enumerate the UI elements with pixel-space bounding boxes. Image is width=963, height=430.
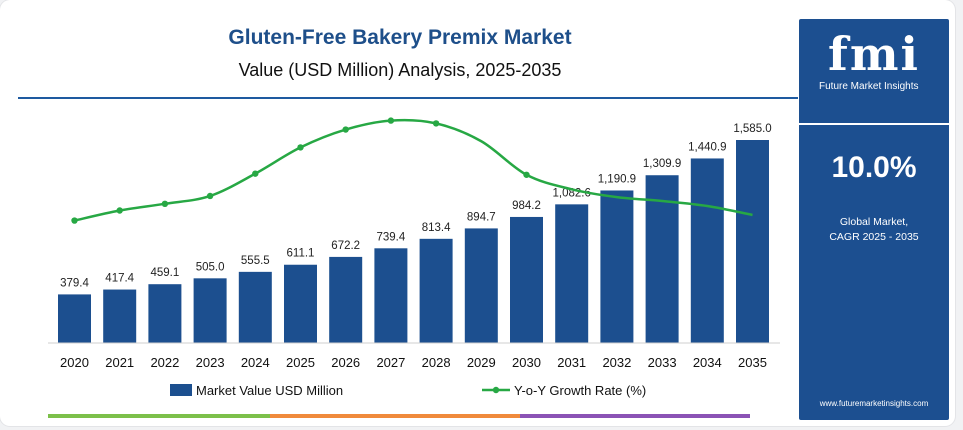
bar [600,190,634,343]
x-tick-label: 2021 [105,355,134,370]
bar [238,271,272,343]
x-tick-label: 2026 [331,355,360,370]
data-label: 1,190.9 [598,173,636,185]
data-label: 984.2 [512,200,541,212]
x-tick-label: 2020 [60,355,89,370]
logo-caption: Future Market Insights [819,81,919,92]
x-tick-label: 2023 [196,355,225,370]
x-tick-label: 2034 [693,355,722,370]
data-label: 555.5 [241,255,270,267]
growth-point [161,200,169,207]
bar [284,264,317,343]
legend-label-line: Y-o-Y Growth Rate (%) [514,383,646,398]
x-tick-label: 2032 [602,355,631,370]
x-tick-label: 2033 [648,355,677,370]
growth-point [116,207,123,214]
bar [419,238,453,343]
growth-point [297,144,304,151]
cagr-caption-line1: Global Market, [839,216,909,228]
x-tick-label: 2031 [557,355,586,370]
sidebar-divider [799,123,949,125]
growth-point [252,170,259,177]
growth-line [74,118,753,222]
data-label: 813.4 [422,222,451,234]
chart-title: Gluten-Free Bakery Premix Market [228,26,572,49]
x-tick-label: 2028 [422,355,451,370]
data-label: 379.4 [60,277,89,289]
footer-stripe-orange [270,414,520,418]
bar [329,256,363,343]
data-label: 894.7 [467,211,496,223]
cagr-caption: Global Market, CAGR 2025 - 2035 [799,215,949,245]
growth-point [387,117,395,124]
growth-point [206,192,214,200]
x-tick-label: 2035 [738,355,767,370]
bar [464,228,498,343]
cagr-value: 10.0% [831,151,917,184]
x-tick-label: 2024 [241,355,270,370]
bar [374,248,408,343]
growth-point [342,126,349,133]
legend-swatch-point [492,386,500,394]
data-label: 459.1 [151,267,180,279]
x-tick-label: 2030 [512,355,541,370]
x-tick-label: 2029 [467,355,496,370]
growth-point [432,120,440,127]
cagr-caption-line2: CAGR 2025 - 2035 [829,231,919,243]
bar [736,140,769,343]
legend-swatch-bars [170,384,192,396]
data-label: 739.4 [377,231,406,243]
data-label: 417.4 [105,273,134,285]
bar [58,294,91,343]
bar [103,289,137,343]
fmi-logo: fmi [828,27,920,81]
data-label: 505.0 [196,261,225,273]
title-divider [18,97,798,99]
brand-sidebar: fmi Future Market Insights 10.0% Global … [799,19,949,420]
data-label: 1,440.9 [688,141,726,153]
legend-label-bars: Market Value USD Million [196,383,343,398]
website-link[interactable]: www.futuremarketinsights.com [819,399,929,408]
x-tick-label: 2022 [150,355,179,370]
x-tick-label: 2027 [376,355,405,370]
data-label: 611.1 [287,248,315,260]
bar [690,158,724,343]
x-tick-label: 2025 [286,355,315,370]
data-label: 672.2 [331,240,360,252]
bar [148,284,182,343]
data-label: 1,585.0 [733,123,771,135]
bar-line-chart: 379.4 2020 417.4 2021 459.1 2022 505.0 2023 555.… [48,117,780,398]
bar [510,216,543,343]
footer-stripe-purple [520,414,750,418]
bar [555,204,589,343]
growth-point [523,171,530,178]
bar [193,278,227,343]
footer-stripe-green [48,414,270,418]
growth-point [71,217,78,224]
chart-subtitle: Value (USD Million) Analysis, 2025-2035 [238,60,562,80]
data-label: 1,309.9 [643,158,681,170]
